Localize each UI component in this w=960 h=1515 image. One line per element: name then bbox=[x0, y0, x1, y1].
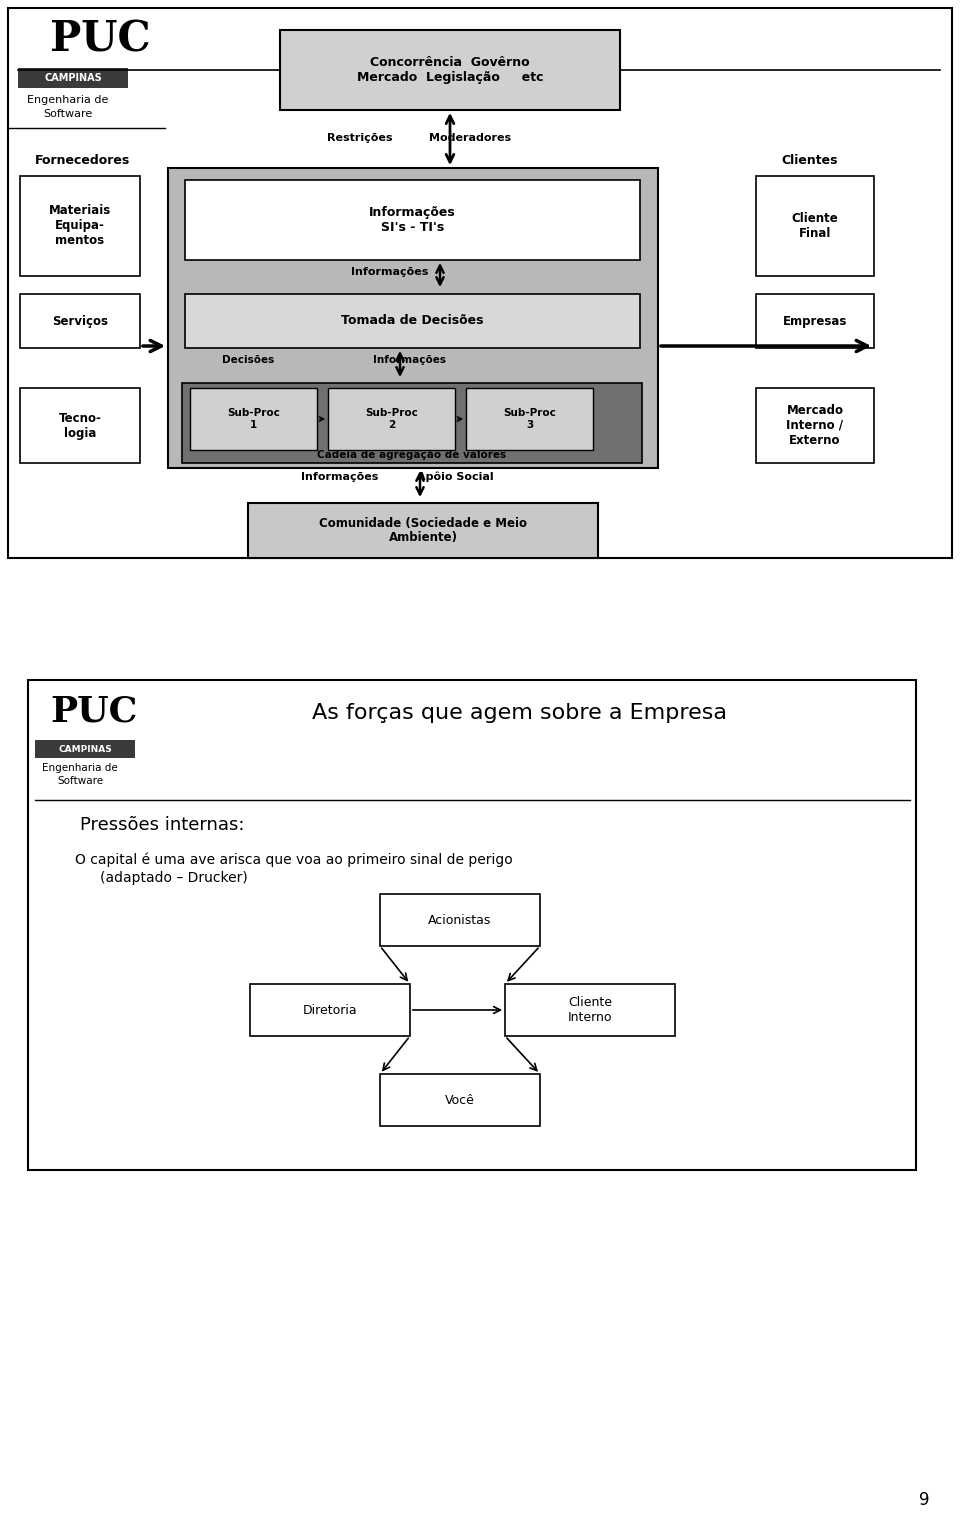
Bar bbox=[20, 294, 140, 348]
Bar bbox=[182, 383, 642, 464]
Text: Clientes: Clientes bbox=[781, 153, 838, 167]
Bar bbox=[248, 503, 598, 558]
Text: Mercado
Interno /
Externo: Mercado Interno / Externo bbox=[786, 405, 844, 447]
Bar bbox=[466, 388, 593, 450]
Text: Sub-Proc
1: Sub-Proc 1 bbox=[228, 408, 280, 430]
Bar bbox=[35, 739, 135, 758]
Text: PUC: PUC bbox=[50, 18, 151, 61]
Bar bbox=[756, 388, 874, 464]
Bar bbox=[18, 68, 128, 88]
Bar bbox=[380, 894, 540, 945]
Bar bbox=[250, 985, 410, 1036]
Text: 9: 9 bbox=[920, 1491, 930, 1509]
Text: Materiais
Equipa-
mentos: Materiais Equipa- mentos bbox=[49, 205, 111, 247]
Text: Tecno-
logia: Tecno- logia bbox=[59, 412, 102, 439]
Bar bbox=[280, 30, 620, 111]
Bar bbox=[185, 180, 640, 261]
Text: Tomada de Decisões: Tomada de Decisões bbox=[341, 315, 484, 327]
Text: Engenharia de: Engenharia de bbox=[27, 95, 108, 105]
Text: Cadeia de agregação de valores: Cadeia de agregação de valores bbox=[318, 450, 507, 461]
Bar bbox=[756, 176, 874, 276]
Bar bbox=[505, 985, 675, 1036]
Text: Sub-Proc
3: Sub-Proc 3 bbox=[503, 408, 556, 430]
Text: Informações: Informações bbox=[301, 473, 378, 482]
Text: Decisões: Decisões bbox=[222, 355, 275, 365]
Text: As forças que agem sobre a Empresa: As forças que agem sobre a Empresa bbox=[313, 703, 728, 723]
Bar bbox=[28, 680, 916, 1170]
Text: Concorrência  Govêrno
Mercado  Legislação     etc: Concorrência Govêrno Mercado Legislação … bbox=[357, 56, 543, 83]
Bar bbox=[380, 1074, 540, 1126]
Text: CAMPINAS: CAMPINAS bbox=[44, 73, 102, 83]
Text: Cliente
Interno: Cliente Interno bbox=[567, 995, 612, 1024]
Text: Fornecedores: Fornecedores bbox=[35, 153, 130, 167]
Text: (adaptado – Drucker): (adaptado – Drucker) bbox=[100, 871, 248, 885]
Bar bbox=[328, 388, 455, 450]
Bar bbox=[185, 294, 640, 348]
Text: Você: Você bbox=[445, 1094, 475, 1106]
Text: PUC: PUC bbox=[50, 695, 137, 729]
Text: Engenharia de: Engenharia de bbox=[42, 764, 118, 773]
Text: Software: Software bbox=[43, 109, 92, 120]
Text: CAMPINAS: CAMPINAS bbox=[59, 744, 112, 753]
Text: Restrições: Restrições bbox=[327, 133, 393, 142]
Text: Informações: Informações bbox=[351, 267, 429, 277]
Bar bbox=[168, 168, 658, 468]
Text: Informações
SI's - TI's: Informações SI's - TI's bbox=[370, 206, 456, 233]
Text: Diretoria: Diretoria bbox=[302, 1003, 357, 1017]
Text: Comunidade (Sociedade e Meio
Ambiente): Comunidade (Sociedade e Meio Ambiente) bbox=[319, 517, 527, 544]
Text: Sub-Proc
2: Sub-Proc 2 bbox=[365, 408, 418, 430]
Bar bbox=[190, 388, 317, 450]
Bar bbox=[756, 294, 874, 348]
Text: Software: Software bbox=[57, 776, 103, 786]
Text: Apôio Social: Apôio Social bbox=[417, 471, 493, 482]
Text: O capital é uma ave arisca que voa ao primeiro sinal de perigo: O capital é uma ave arisca que voa ao pr… bbox=[75, 853, 513, 867]
Text: Cliente
Final: Cliente Final bbox=[792, 212, 838, 239]
Text: Moderadores: Moderadores bbox=[429, 133, 511, 142]
Text: Acionistas: Acionistas bbox=[428, 914, 492, 927]
Text: Pressões internas:: Pressões internas: bbox=[80, 817, 245, 833]
Bar bbox=[8, 8, 952, 558]
Text: Serviços: Serviços bbox=[52, 315, 108, 327]
Bar bbox=[20, 388, 140, 464]
Text: Informações: Informações bbox=[373, 355, 446, 365]
Text: Empresas: Empresas bbox=[782, 315, 847, 327]
Bar bbox=[20, 176, 140, 276]
